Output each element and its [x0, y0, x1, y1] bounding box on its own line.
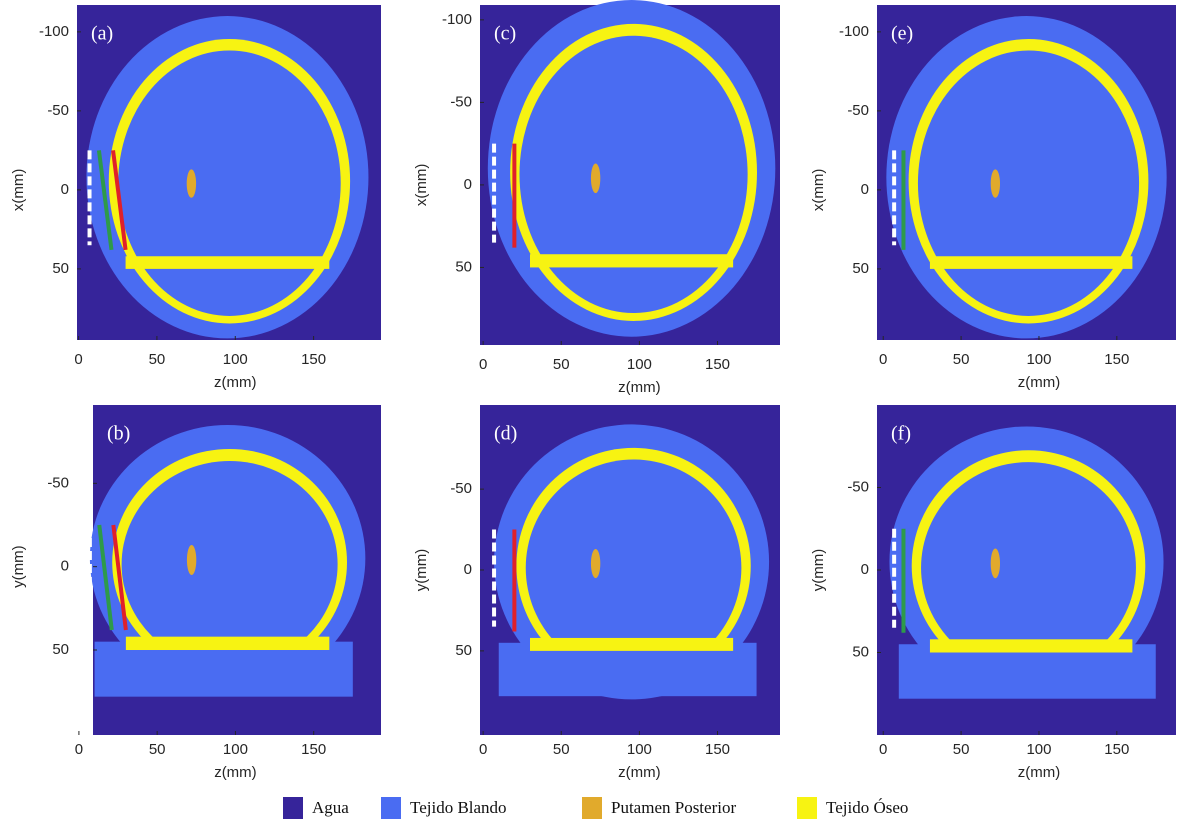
- y-tick-label: 0: [861, 561, 869, 578]
- skull-base: [126, 637, 329, 650]
- legend-label: Tejido Blando: [410, 798, 507, 817]
- x-tick-label: 0: [74, 351, 82, 368]
- x-tick-label: 150: [705, 356, 730, 373]
- panel: (c) 0 50 100 150 -100 -50 0 50 z(mm) x(mm): [413, 0, 780, 396]
- y-tick-label: 0: [61, 181, 69, 198]
- skull-base: [126, 256, 330, 269]
- y-axis-label: x(mm): [413, 164, 430, 206]
- x-tick-label: 0: [479, 356, 487, 373]
- panel-label: (f): [891, 423, 911, 445]
- x-tick-label: 0: [479, 741, 487, 758]
- y-tick-label: -50: [47, 102, 69, 119]
- legend-swatch: [797, 797, 817, 819]
- brain: [122, 461, 338, 668]
- panel-label: (e): [891, 23, 913, 45]
- x-tick-label: 50: [149, 351, 166, 368]
- brain: [918, 51, 1139, 316]
- x-tick-label: 100: [1026, 351, 1051, 368]
- x-tick-label: 100: [1026, 741, 1051, 758]
- y-tick-label: 50: [52, 641, 69, 658]
- putamen: [991, 549, 1000, 579]
- panel: (e) 0 50 100 150 -100 -50 0 50 z(mm) x(mm): [810, 5, 1176, 391]
- y-tick-label: -50: [847, 102, 869, 119]
- putamen: [187, 169, 196, 197]
- y-tick-label: -50: [847, 478, 869, 495]
- skull-base: [530, 254, 733, 267]
- y-tick-label: -100: [442, 11, 472, 28]
- x-tick-label: 100: [627, 356, 652, 373]
- y-axis-label: y(mm): [10, 545, 27, 587]
- y-tick-label: -100: [839, 23, 869, 40]
- putamen: [591, 163, 600, 193]
- putamen: [591, 549, 600, 578]
- x-tick-label: 0: [879, 741, 887, 758]
- x-tick-label: 100: [223, 741, 248, 758]
- panel: (a) 0 50 100 150 -100 -50 0 50 z(mm) x(mm): [10, 5, 381, 391]
- x-tick-label: 50: [553, 356, 570, 373]
- y-tick-label: 0: [464, 561, 472, 578]
- panel-label: (b): [107, 423, 130, 445]
- y-tick-label: 50: [52, 260, 69, 277]
- panel-label: (d): [494, 423, 517, 445]
- figure: (a) 0 50 100 150 -100 -50 0 50 z(mm) x(mm) (b) 0 50 10…: [0, 0, 1179, 827]
- y-axis-label: y(mm): [810, 549, 827, 591]
- panel-label: (c): [494, 23, 516, 45]
- x-axis-label: z(mm): [618, 764, 660, 781]
- panel: (d) 0 50 100 150 -50 0 50 z(mm) y(mm): [413, 405, 780, 781]
- y-tick-label: -100: [39, 23, 69, 40]
- y-tick-label: -50: [450, 93, 472, 110]
- legend-label: Tejido Óseo: [826, 798, 908, 817]
- y-tick-label: 0: [861, 181, 869, 198]
- brain: [520, 36, 748, 313]
- legend-swatch: [283, 797, 303, 819]
- x-axis-label: z(mm): [214, 374, 256, 391]
- x-tick-label: 150: [301, 741, 326, 758]
- y-tick-label: 50: [852, 260, 869, 277]
- y-tick-label: 0: [61, 558, 69, 575]
- x-tick-label: 150: [1104, 351, 1129, 368]
- panel: (f) 0 50 100 150 -50 0 50 z(mm) y(mm): [810, 405, 1176, 781]
- y-tick-label: 0: [464, 176, 472, 193]
- legend-swatch: [582, 797, 602, 819]
- putamen: [991, 169, 1000, 197]
- x-tick-label: 0: [75, 741, 83, 758]
- x-tick-label: 150: [1104, 741, 1129, 758]
- x-axis-label: z(mm): [214, 764, 256, 781]
- skull-base: [530, 638, 733, 651]
- x-tick-label: 100: [627, 741, 652, 758]
- x-tick-label: 50: [953, 741, 970, 758]
- y-tick-label: -50: [450, 480, 472, 497]
- x-tick-label: 0: [879, 351, 887, 368]
- x-tick-label: 50: [553, 741, 570, 758]
- x-tick-label: 50: [953, 351, 970, 368]
- legend-label: Agua: [312, 798, 349, 817]
- x-tick-label: 50: [149, 741, 166, 758]
- panel: (b) 0 50 100 150 -50 0 50 z(mm) y(mm): [10, 405, 381, 781]
- x-tick-label: 150: [705, 741, 730, 758]
- x-axis-label: z(mm): [618, 379, 660, 396]
- x-tick-label: 100: [223, 351, 248, 368]
- skull-base: [930, 256, 1132, 269]
- x-tick-label: 150: [301, 351, 326, 368]
- y-tick-label: -50: [47, 474, 69, 491]
- x-axis-label: z(mm): [1018, 764, 1060, 781]
- y-axis-label: x(mm): [10, 169, 27, 211]
- putamen: [187, 545, 196, 575]
- y-tick-label: 50: [852, 643, 869, 660]
- legend-swatch: [381, 797, 401, 819]
- x-axis-label: z(mm): [1018, 374, 1060, 391]
- panel-label: (a): [91, 23, 113, 45]
- skull-base: [930, 639, 1132, 652]
- brain: [118, 51, 341, 316]
- y-tick-label: 50: [455, 258, 472, 275]
- y-axis-label: y(mm): [413, 549, 430, 591]
- legend-label: Putamen Posterior: [611, 798, 736, 817]
- y-axis-label: x(mm): [810, 169, 827, 211]
- y-tick-label: 50: [455, 642, 472, 659]
